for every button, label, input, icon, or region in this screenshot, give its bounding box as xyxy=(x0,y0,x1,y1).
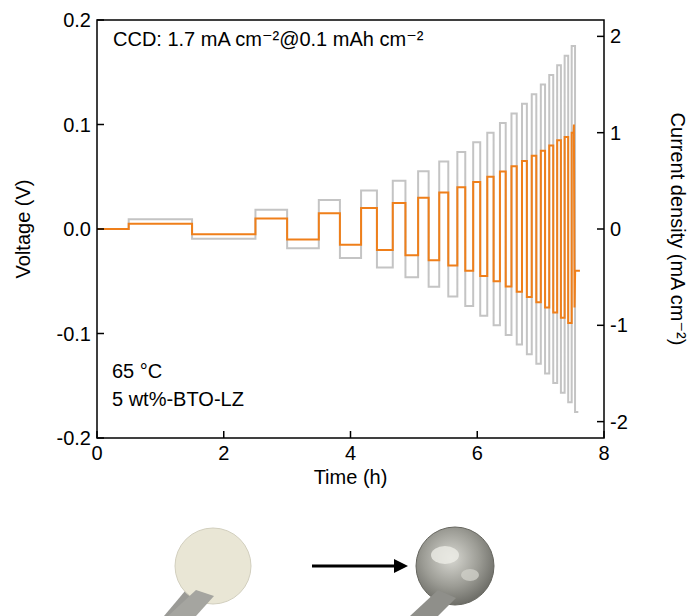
x-tick xyxy=(96,431,98,438)
y2-tick xyxy=(597,228,604,230)
y2-tick-label: -2 xyxy=(610,411,628,433)
y-tick-label: 0.0 xyxy=(63,218,91,240)
plot-area xyxy=(97,46,580,412)
x-tick-label: 6 xyxy=(472,442,483,464)
y-tick xyxy=(97,19,104,21)
y2-axis-title: Current density (mA cm⁻²) xyxy=(667,113,689,346)
tab xyxy=(410,590,456,616)
y2-tick xyxy=(597,325,604,327)
annotation: CCD: 1.7 mA cm⁻²@0.1 mAh cm⁻² xyxy=(113,28,424,50)
y-tick xyxy=(97,333,104,335)
pellet-before xyxy=(175,528,251,604)
y2-tick-label: -1 xyxy=(610,314,628,336)
x-axis-title: Time (h) xyxy=(314,466,388,488)
x-tick-label: 2 xyxy=(218,442,229,464)
y-tick xyxy=(97,437,104,439)
tab xyxy=(168,590,214,616)
y2-tick-label: 2 xyxy=(610,25,621,47)
annotation: 5 wt%-BTO-LZ xyxy=(112,388,244,410)
highlight xyxy=(461,569,479,581)
y2-tick xyxy=(597,132,604,134)
x-tick-label: 0 xyxy=(91,442,102,464)
y-tick-label: -0.1 xyxy=(57,323,91,345)
y2-tick xyxy=(597,421,604,423)
plot-frame xyxy=(97,20,604,438)
y2-tick xyxy=(597,36,604,38)
y-tick xyxy=(97,124,104,126)
photos xyxy=(164,527,494,616)
highlight xyxy=(431,546,459,564)
y-tick-label: -0.2 xyxy=(57,427,91,449)
x-tick xyxy=(477,431,479,438)
pellet-after xyxy=(416,527,494,605)
x-tick xyxy=(603,431,605,438)
y-tick-label: 0.1 xyxy=(63,114,91,136)
x-tick xyxy=(350,431,352,438)
y2-tick-label: 1 xyxy=(610,122,621,144)
x-tick-label: 4 xyxy=(345,442,356,464)
y-tick-label: 0.2 xyxy=(63,9,91,31)
arrow xyxy=(312,565,398,568)
x-tick-label: 8 xyxy=(598,442,609,464)
y-axis-title: Voltage (V) xyxy=(12,180,34,279)
annotation: 65 °C xyxy=(112,360,162,382)
y-tick xyxy=(97,228,104,230)
y2-tick-label: 0 xyxy=(610,218,621,240)
series-line xyxy=(97,125,580,324)
arrow-head xyxy=(394,559,408,573)
x-tick xyxy=(223,431,225,438)
chart: 0 2 4 6 8 -0.2 -0.1 0.0 0.1 0.2 -2 -1 0 1 2 Time (h) Vol… xyxy=(0,0,696,616)
